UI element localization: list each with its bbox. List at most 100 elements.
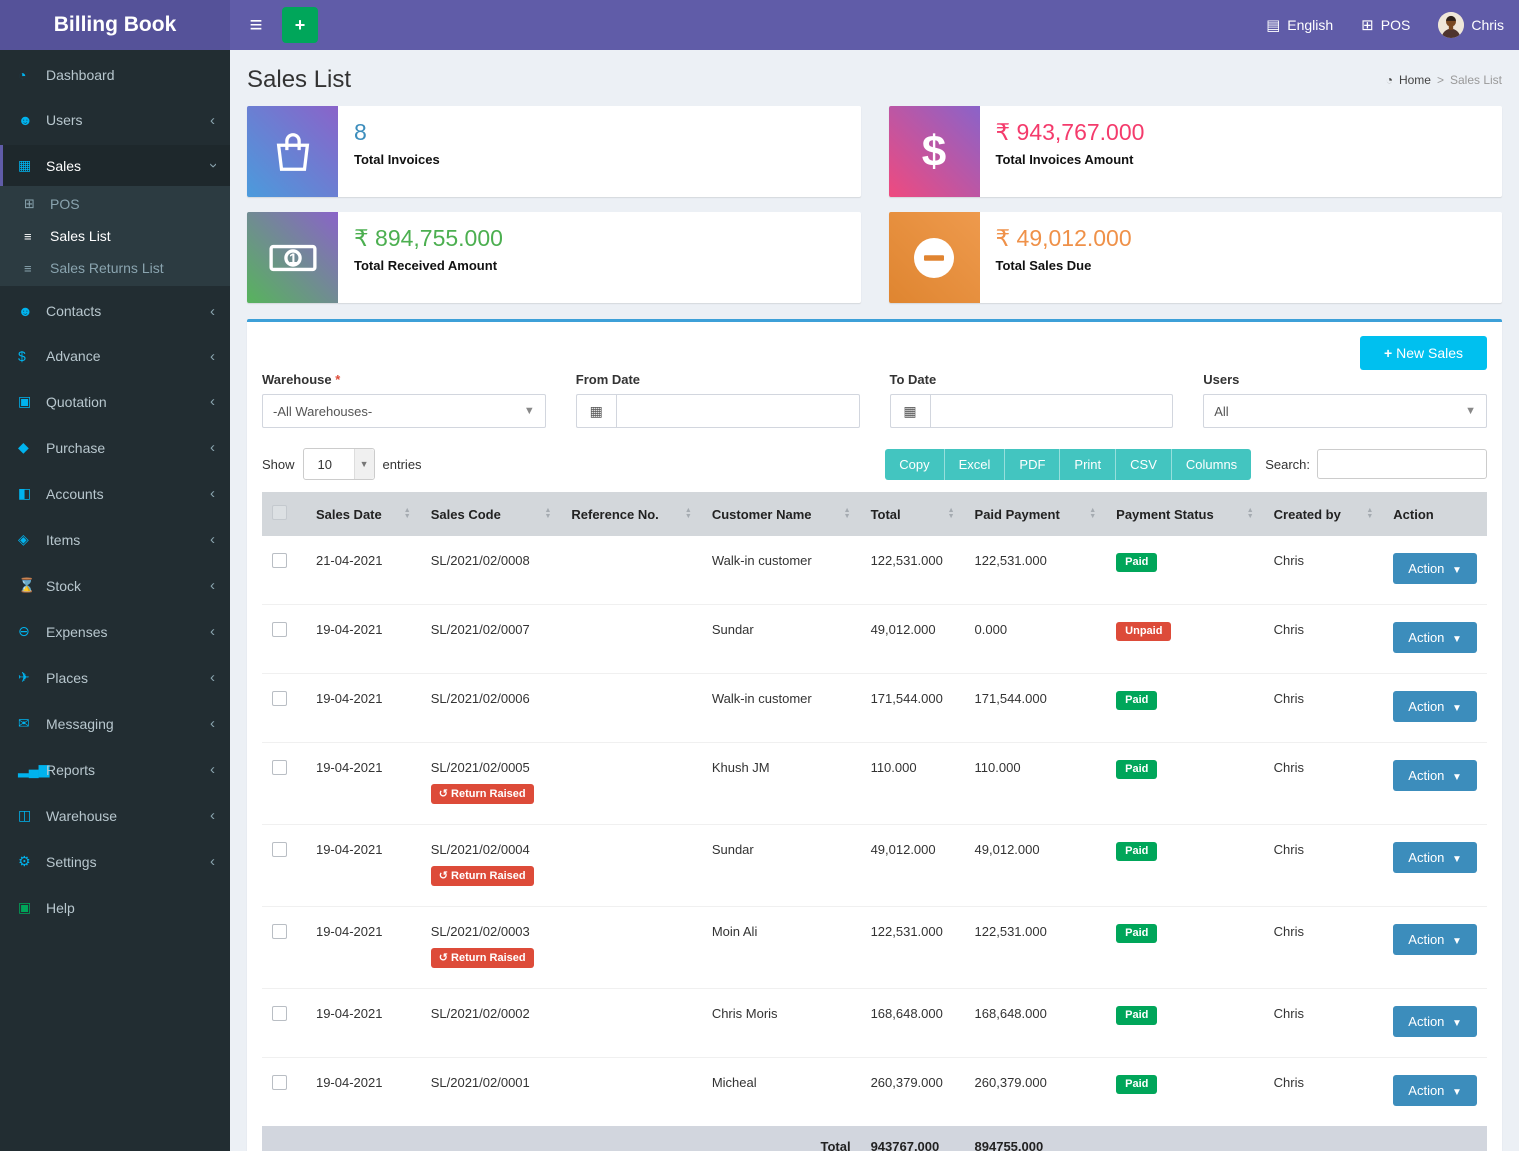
stat-card: 8 Total Invoices: [247, 106, 861, 197]
column-header-reference-no-[interactable]: Reference No. ▲ ▼: [561, 492, 702, 536]
action-dropdown-button[interactable]: Action ▼: [1393, 924, 1477, 955]
row-checkbox[interactable]: [272, 691, 287, 706]
column-header-sales-code[interactable]: Sales Code ▲ ▼: [420, 492, 562, 536]
chevron-down-icon: ▼: [353, 449, 374, 479]
column-header-customer-name[interactable]: Customer Name ▲ ▼: [701, 492, 861, 536]
plus-square-icon: ⊞: [1361, 17, 1374, 34]
sidebar-item-sales-returns-list[interactable]: ≡ Sales Returns List: [0, 252, 230, 284]
users-selected-value: All: [1214, 403, 1229, 419]
column-header-total[interactable]: Total ▲ ▼: [860, 492, 965, 536]
action-dropdown-button[interactable]: Action ▼: [1393, 691, 1477, 722]
sidebar-item-quotation[interactable]: ▣ Quotation ‹: [0, 381, 230, 422]
copy-export-button[interactable]: Copy: [885, 448, 944, 480]
sidebar-item-sales[interactable]: ▦ Sales ‹: [0, 145, 230, 186]
to-date-input[interactable]: [929, 394, 1174, 428]
excel-export-button[interactable]: Excel: [943, 448, 1005, 480]
pdf-export-button[interactable]: PDF: [1004, 448, 1060, 480]
page-size-select[interactable]: 10 ▼: [302, 448, 375, 480]
sidebar-item-reports[interactable]: ▂▄▆ Reports ‹: [0, 749, 230, 790]
users-select[interactable]: All ▼: [1203, 394, 1487, 428]
from-date-input[interactable]: [615, 394, 860, 428]
payment-status-badge: Paid: [1116, 842, 1158, 861]
sales-code-cell: SL/2021/02/0008: [430, 553, 530, 568]
sidebar-item-places[interactable]: ✈ Places ‹: [0, 657, 230, 698]
sidebar-item-items[interactable]: ◈ Items ‹: [0, 519, 230, 560]
sort-icon: ▲ ▼: [403, 506, 411, 520]
column-header-sales-date[interactable]: Sales Date ▲ ▼: [305, 492, 421, 536]
sidebar-item-help[interactable]: ▣ Help: [0, 887, 230, 928]
column-header-payment-status[interactable]: Payment Status ▲ ▼: [1106, 492, 1264, 536]
new-sales-button[interactable]: + New Sales: [1360, 336, 1487, 370]
sidebar-item-label: Sales Returns List: [50, 260, 164, 276]
sales-code-cell: SL/2021/02/0007: [420, 604, 562, 674]
sidebar-item-label: Contacts: [46, 303, 102, 319]
row-checkbox[interactable]: [272, 1006, 287, 1021]
row-checkbox[interactable]: [272, 1075, 287, 1090]
row-checkbox[interactable]: [272, 622, 287, 637]
sidebar-submenu: ⊞ POS ≡ Sales List ≡ Sales Returns List: [0, 186, 230, 286]
bar-chart-icon: ▂▄▆: [18, 761, 50, 777]
user-menu[interactable]: Chris: [1438, 12, 1504, 38]
pos-link[interactable]: ⊞ POS: [1361, 16, 1410, 34]
total-cell: 49,012.000: [860, 824, 965, 907]
reference-cell: [561, 604, 702, 674]
app-logo[interactable]: Billing Book: [0, 0, 230, 50]
dashboard-icon: ◔: [18, 67, 27, 83]
chevron-left-icon: ‹: [210, 531, 215, 548]
stat-label: Total Received Amount: [354, 258, 498, 274]
action-dropdown-button[interactable]: Action ▼: [1393, 1075, 1477, 1106]
csv-export-button[interactable]: CSV: [1115, 448, 1171, 480]
sidebar-item-label: Quotation: [46, 393, 107, 410]
sort-icon: ▲ ▼: [1366, 506, 1374, 520]
sidebar-toggle-button[interactable]: ≡: [238, 0, 274, 50]
total-cell: 122,531.000: [860, 906, 965, 989]
sidebar-item-accounts[interactable]: ◧ Accounts ‹: [0, 473, 230, 514]
sidebar-item-stock[interactable]: ⌛ Stock ‹: [0, 565, 230, 606]
chevron-left-icon: ‹: [210, 393, 215, 410]
row-checkbox[interactable]: [272, 842, 287, 857]
reference-cell: [561, 988, 702, 1058]
sidebar-item-settings[interactable]: ⚙ Settings ‹: [0, 841, 230, 882]
row-checkbox[interactable]: [272, 924, 287, 939]
building-icon: ◫: [18, 807, 32, 823]
column-header-paid-payment[interactable]: Paid Payment ▲ ▼: [964, 492, 1107, 536]
sidebar-item-dashboard[interactable]: ◔ Dashboard: [0, 55, 230, 95]
breadcrumb-home[interactable]: Home: [1398, 73, 1431, 87]
language-menu[interactable]: ▤ English: [1266, 16, 1333, 34]
sidebar-item-warehouse[interactable]: ◫ Warehouse ‹: [0, 795, 230, 836]
paid-cell: 0.000: [964, 604, 1107, 674]
column-header-created-by[interactable]: Created by ▲ ▼: [1263, 492, 1384, 536]
chevron-down-icon: ▼: [1452, 854, 1462, 865]
payment-status-cell: Paid: [1106, 673, 1264, 743]
sidebar-item-purchase[interactable]: ◆ Purchase ‹: [0, 427, 230, 468]
columns-export-button[interactable]: Columns: [1170, 448, 1252, 480]
reference-cell: [561, 742, 702, 825]
print-export-button[interactable]: Print: [1059, 448, 1116, 480]
shopping-bag-icon: [247, 106, 338, 197]
action-dropdown-button[interactable]: Action ▼: [1393, 1006, 1477, 1037]
action-dropdown-button[interactable]: Action ▼: [1393, 760, 1477, 791]
row-checkbox[interactable]: [272, 760, 287, 775]
sidebar-item-contacts[interactable]: ☻ Contacts ‹: [0, 291, 230, 331]
user-name: Chris: [1471, 17, 1504, 33]
sidebar-item-users[interactable]: ☻ Users ‹: [0, 100, 230, 140]
sidebar-item-pos[interactable]: ⊞ POS: [0, 188, 230, 220]
warehouse-selected-value: -All Warehouses-: [273, 403, 373, 419]
sidebar-item-label: Expenses: [46, 623, 108, 640]
action-dropdown-button[interactable]: Action ▼: [1393, 622, 1477, 653]
total-cell: 122,531.000: [870, 553, 943, 568]
search-input[interactable]: [1317, 449, 1487, 479]
action-dropdown-button[interactable]: Action ▼: [1393, 553, 1477, 584]
sidebar-item-messaging[interactable]: ✉ Messaging ‹: [0, 703, 230, 744]
row-checkbox[interactable]: [272, 553, 287, 568]
table-row: 19-04-2021 SL/2021/02/0006 Walk-in custo…: [262, 673, 1487, 743]
warehouse-select[interactable]: -All Warehouses- ▼: [262, 394, 546, 428]
sidebar-item-expenses[interactable]: ⊖ Expenses ‹: [0, 611, 230, 652]
action-dropdown-button[interactable]: Action ▼: [1393, 842, 1477, 873]
sidebar-item-sales-list[interactable]: ≡ Sales List: [0, 220, 230, 252]
chevron-left-icon: ‹: [210, 623, 215, 640]
select-all-checkbox[interactable]: [272, 505, 287, 520]
quick-add-button[interactable]: +: [282, 7, 318, 43]
total-cell: 168,648.000: [860, 988, 965, 1058]
sidebar-item-advance[interactable]: $ Advance ‹: [0, 336, 230, 376]
